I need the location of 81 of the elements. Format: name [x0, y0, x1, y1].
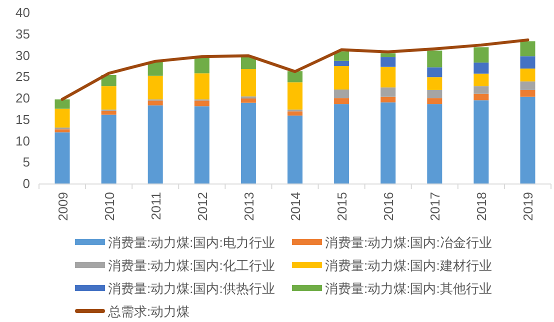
legend-label: 消费量:动力煤:国内:供热行业	[108, 281, 275, 296]
legend-label: 消费量:动力煤:国内:化工行业	[108, 258, 275, 273]
x-tick-label: 2016	[381, 192, 396, 221]
bar	[334, 104, 350, 184]
bar	[334, 98, 350, 104]
bar	[54, 129, 70, 132]
bar	[240, 69, 256, 96]
bar	[380, 66, 396, 88]
bar	[520, 68, 536, 82]
bar	[380, 102, 396, 184]
bar	[427, 67, 442, 78]
bar	[474, 94, 489, 100]
legend-label: 消费量:动力煤:国内:电力行业	[108, 235, 275, 250]
x-tick-label: 2014	[288, 192, 303, 221]
bar	[380, 57, 396, 67]
bar	[334, 51, 350, 61]
x-tick-label: 2015	[334, 192, 350, 221]
y-tick-label: 5	[22, 154, 30, 170]
bar	[194, 106, 210, 184]
bar	[101, 74, 116, 86]
legend-label: 消费量:动力煤:国内:建材行业	[325, 258, 492, 273]
y-tick-label: 10	[16, 133, 30, 148]
y-tick-label: 20	[16, 90, 30, 106]
bar	[334, 90, 350, 98]
bar	[148, 105, 163, 184]
bar	[240, 57, 256, 70]
bar	[288, 71, 302, 82]
bar	[101, 114, 116, 184]
bar	[240, 102, 256, 184]
bar	[380, 53, 396, 58]
x-tick-label: 2017	[428, 192, 443, 221]
bar	[288, 116, 302, 184]
x-tick-label: 2012	[194, 192, 210, 221]
x-tick-label: 2018	[474, 192, 490, 221]
bar	[194, 100, 210, 106]
bar	[474, 86, 489, 94]
y-tick-label: 15	[16, 112, 30, 127]
y-tick-label: 30	[16, 48, 30, 63]
bar	[427, 50, 442, 68]
bar	[474, 47, 489, 63]
y-tick-label: 35	[16, 26, 30, 42]
bar	[54, 108, 70, 128]
y-tick-label: 40	[16, 5, 30, 20]
x-tick-label: 2010	[102, 192, 117, 221]
bar	[334, 60, 350, 66]
bar	[474, 74, 489, 86]
legend-label: 总需求:动力煤	[107, 304, 190, 319]
bar	[380, 96, 396, 102]
bar	[520, 81, 536, 90]
bar	[101, 110, 116, 115]
line-series	[60, 38, 530, 101]
bar	[380, 87, 396, 97]
bar	[520, 56, 536, 69]
bar	[288, 111, 302, 116]
y-tick-label: 0	[22, 176, 30, 191]
bar	[54, 99, 70, 109]
bar	[427, 98, 442, 104]
legend-label: 消费量:动力煤:国内:冶金行业	[325, 235, 492, 250]
bar	[427, 104, 442, 184]
x-tick-label: 2011	[148, 192, 164, 220]
bar	[334, 66, 350, 90]
bar	[194, 73, 210, 100]
bar	[288, 82, 302, 110]
bar	[520, 90, 536, 97]
bar	[101, 86, 116, 110]
bar	[427, 77, 442, 90]
bar	[427, 90, 442, 98]
bar	[520, 96, 536, 184]
bar	[520, 41, 536, 56]
bar	[194, 57, 210, 74]
x-tick-label: 2009	[55, 192, 70, 221]
bar	[240, 98, 256, 103]
x-tick-label: 2013	[241, 192, 256, 221]
bar	[54, 132, 70, 184]
bar	[148, 100, 163, 106]
legend-label: 消费量:动力煤:国内:其他行业	[325, 281, 492, 296]
y-tick-label: 25	[16, 69, 30, 84]
bar	[474, 62, 489, 74]
x-tick-label: 2019	[520, 192, 536, 221]
bar	[474, 100, 489, 184]
bar	[148, 76, 163, 100]
